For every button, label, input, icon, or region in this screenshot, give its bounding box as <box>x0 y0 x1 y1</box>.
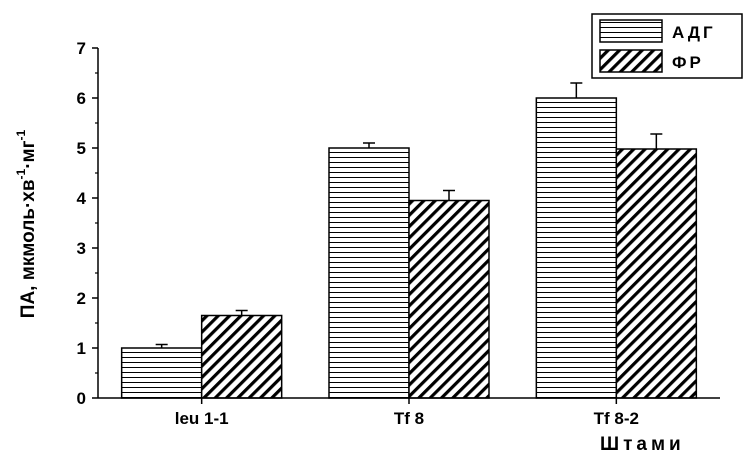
bar-adg <box>120 347 203 399</box>
y-tick-label: 3 <box>77 239 86 258</box>
y-tick-label: 2 <box>77 289 86 308</box>
x-ticks: leu 1-1 Tf 8 Tf 8-2 <box>175 398 639 428</box>
y-ticks: 0 1 2 3 4 5 6 7 <box>77 39 98 408</box>
bars-layer <box>120 97 698 399</box>
legend-label-fr: ФР <box>672 53 704 72</box>
bar-adg <box>328 147 410 399</box>
y-axis-title-mid: ·мг <box>18 140 39 168</box>
y-axis-title-sup2: -1 <box>14 129 28 140</box>
x-tick-label: Tf 8 <box>394 409 424 428</box>
y-tick-label: 5 <box>77 139 86 158</box>
y-tick-label: 1 <box>77 339 86 358</box>
x-tick-label: Tf 8-2 <box>594 409 639 428</box>
legend-swatch-fr <box>599 49 663 73</box>
y-tick-label: 0 <box>77 389 86 408</box>
legend: АДГ ФР <box>591 13 743 79</box>
y-tick-label: 7 <box>77 39 86 58</box>
error-bars-layer <box>155 82 663 348</box>
legend-label-adg: АДГ <box>672 23 716 42</box>
bar-fr <box>200 314 283 399</box>
y-tick-label: 6 <box>77 89 86 108</box>
x-tick-label: leu 1-1 <box>175 409 229 428</box>
bar-fr <box>408 199 490 399</box>
bar-fr <box>615 148 698 399</box>
y-axis-title-sup1: -1 <box>14 168 28 179</box>
y-tick-label: 4 <box>77 189 87 208</box>
y-axis-title: ПА, мкмоль·хв-1·мг-1 <box>14 129 39 318</box>
bar-adg <box>535 97 618 399</box>
x-axis-title: Штами <box>600 434 685 455</box>
legend-swatch-adg <box>599 19 663 43</box>
y-axis-title-main: ПА, мкмоль·хв <box>18 179 39 318</box>
